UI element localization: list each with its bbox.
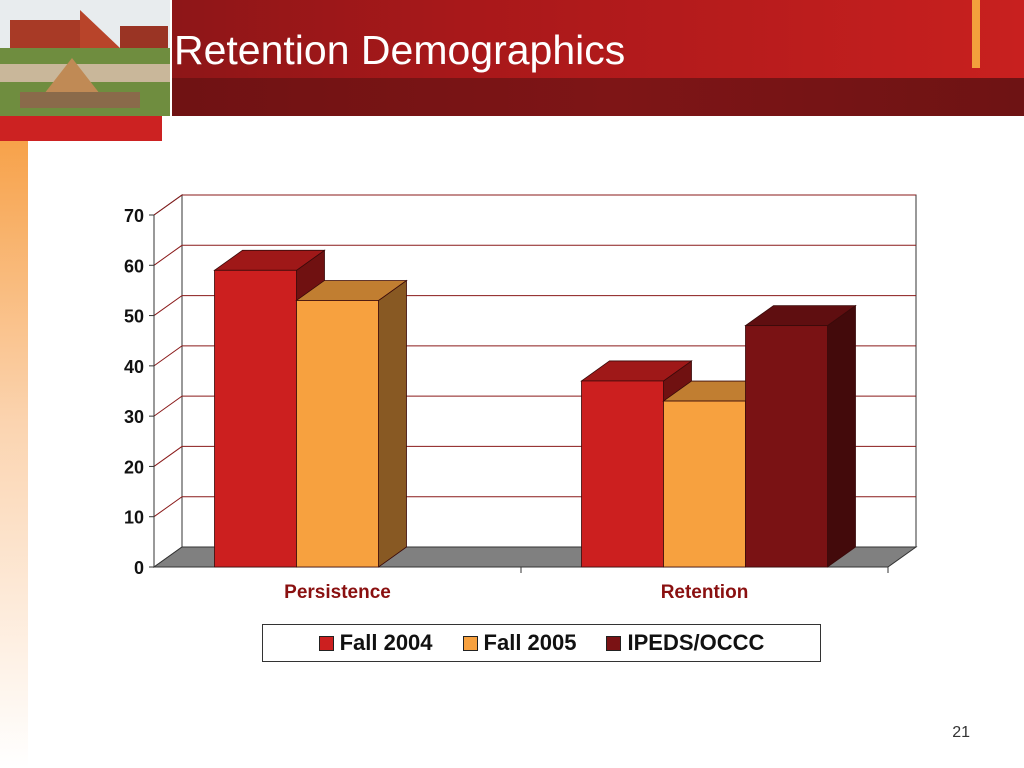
legend-label-fall-2004: Fall 2004	[339, 630, 433, 655]
bar-ipeds-occc	[745, 325, 828, 568]
orange-accent-mark	[972, 0, 980, 68]
bar-fall-2004	[214, 269, 297, 568]
left-gradient-strip	[0, 141, 28, 768]
slide-title: Retention Demographics	[174, 27, 626, 73]
y-tick-label: 70	[124, 206, 144, 226]
y-tick-label: 40	[124, 357, 144, 377]
legend-label-fall-2005: Fall 2005	[483, 630, 577, 655]
slide-number: 21	[952, 724, 970, 741]
header-accent-bar	[0, 116, 162, 141]
bar-fall-2004	[581, 380, 664, 568]
legend-swatch-fall-2005	[462, 635, 478, 651]
y-tick-label: 10	[124, 508, 144, 528]
y-tick-label: 60	[124, 256, 144, 276]
bar-side-ipeds-occc	[827, 304, 856, 568]
gridline	[153, 244, 916, 266]
gridline	[153, 345, 916, 367]
legend-item-fall-2004: Fall 2004	[318, 630, 433, 656]
chart-legend: Fall 2004 Fall 2005 IPEDS/OCCC	[262, 624, 821, 662]
legend-swatch-ipeds-occc	[606, 635, 622, 651]
x-category-label: Retention	[661, 582, 749, 603]
legend-item-ipeds-occc: IPEDS/OCCC	[606, 630, 764, 656]
bar-fall-2005	[663, 400, 746, 568]
gridline	[153, 194, 916, 216]
bar-fall-2005	[296, 300, 379, 568]
y-tick-label: 30	[124, 407, 144, 427]
gridline	[153, 295, 916, 316]
legend-swatch-fall-2004	[318, 635, 334, 651]
chart-side-wall	[153, 194, 183, 568]
bar-side-fall-2005	[378, 279, 407, 568]
y-tick-label: 50	[124, 307, 144, 327]
y-tick-label: 20	[124, 457, 144, 477]
legend-item-fall-2005: Fall 2005	[462, 630, 577, 656]
x-category-label: Persistence	[284, 582, 391, 603]
campus-photo	[0, 0, 172, 116]
legend-label-ipeds-occc: IPEDS/OCCC	[627, 630, 765, 655]
y-tick-label: 0	[134, 558, 144, 578]
